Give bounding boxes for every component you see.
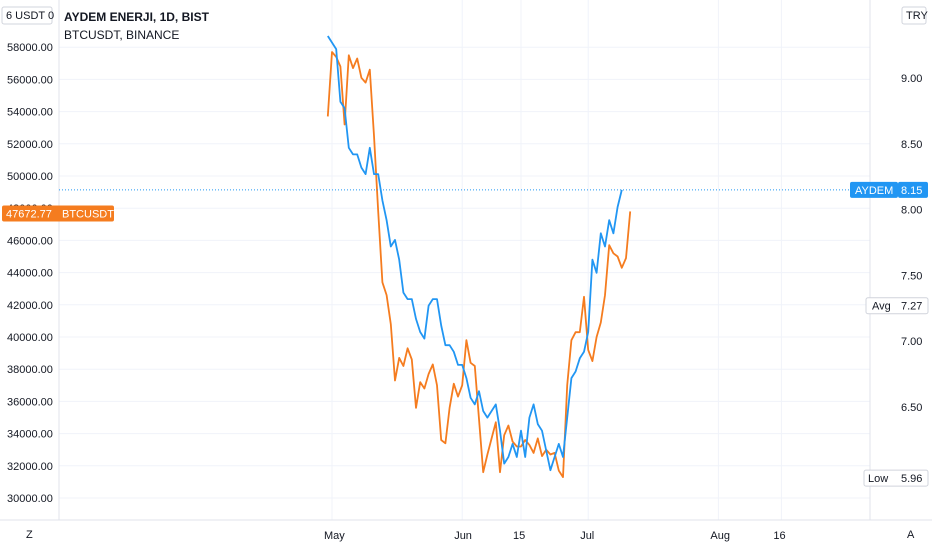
left-tick-label: 44000.00 [7,268,53,280]
x-tick-label: May [324,530,345,542]
chart-subtitle: BTCUSDT, BINANCE [64,28,179,42]
right-scale-unit-label: TRY [906,10,928,22]
x-tick-label: Jul [580,530,594,542]
grid-lines [59,0,870,520]
left-scale-unit-box[interactable] [1,6,53,25]
left-tick-label: 54000.00 [7,107,53,119]
left-tick-label: 46000.00 [7,235,53,247]
low-tag-value: 5.96 [901,473,922,485]
low-tag-box [863,469,929,487]
right-tick-label: 8.50 [901,139,922,151]
left-tick-label: 58000.00 [7,42,53,54]
left-tick-label: 30000.00 [7,493,53,505]
left-tick-label: 36000.00 [7,396,53,408]
series-line-aydem[interactable] [327,35,623,472]
right-scale-unit-box[interactable] [901,6,927,25]
timezone-button[interactable]: Z [26,529,33,541]
right-tick-label: 7.00 [901,336,922,348]
avg-tag-label: Avg [872,301,891,313]
avg-tag-box [865,297,929,315]
right-tick-label: 6.50 [901,402,922,414]
aydem-value-label: 8.15 [901,185,922,197]
x-tick-label: Jun [454,530,472,542]
left-tick-label: 42000.00 [7,300,53,312]
aydem-value-box [898,181,928,198]
right-tick-label: 7.50 [901,270,922,282]
avg-tag-value: 7.27 [901,301,922,313]
left-tick-label: 50000.00 [7,171,53,183]
left-scale-unit-label: 6 USDT 0 [6,10,54,22]
x-tick-label: Aug [710,530,730,542]
right-tick-label: 8.00 [901,205,922,217]
aydem-tag-box [850,181,898,198]
auto-scale-button[interactable]: A [907,529,915,541]
left-tick-label: 52000.00 [7,139,53,151]
btc-tag-label: BTCUSDT [62,208,114,220]
left-tick-label: 38000.00 [7,364,53,376]
x-tick-label: 16 [773,530,785,542]
left-tick-label: 40000.00 [7,332,53,344]
time-scale[interactable]: May Jun 15 Jul Aug 16 [324,530,786,542]
series-layer [326,35,632,479]
chart-title: AYDEM ENERJI, 1D, BIST [64,10,210,24]
price-tags: AYDEM 8.15 47672.77 BTCUSDT Avg 7.27 Low 5.96 [2,181,929,487]
aydem-tag-label: AYDEM [855,185,893,197]
right-price-scale[interactable]: 6.50 7.00 7.50 8.00 8.50 9.00 [901,73,922,414]
low-tag-label: Low [868,473,888,485]
left-tick-label: 56000.00 [7,74,53,86]
left-price-scale[interactable]: 30000.00 32000.00 34000.00 36000.00 38000.00… [7,42,53,505]
left-tick-label: 34000.00 [7,429,53,441]
btc-tag-box [2,205,114,222]
btc-tag-value: 47672.77 [6,208,52,220]
right-tick-label: 9.00 [901,73,922,85]
series-line-btcusdt[interactable] [326,51,632,479]
left-tick-label: 32000.00 [7,461,53,473]
x-tick-label: 15 [513,530,525,542]
